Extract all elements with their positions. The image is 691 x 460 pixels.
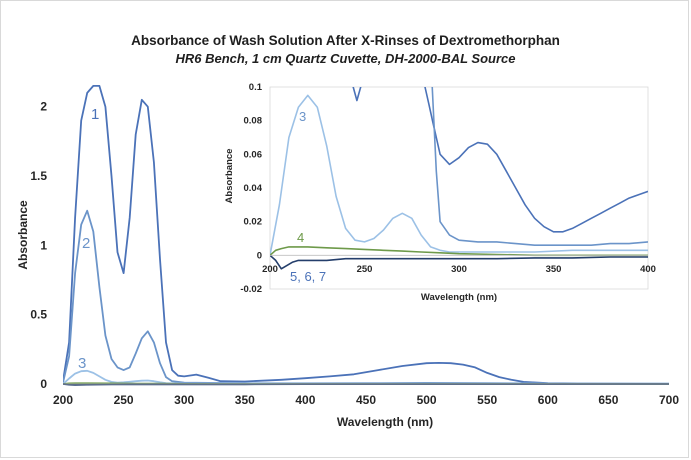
- inset-x-tick-label: 350: [546, 264, 562, 275]
- inset-y-tick-label: 0.06: [244, 149, 263, 160]
- main-y-tick-label: 0: [40, 377, 47, 391]
- inset-x-tick-label: 250: [357, 264, 373, 275]
- main-series-line-1: [63, 85, 669, 385]
- main-axes: 200 250 300 350 400 450 500 550 600 650 700 0 0.5 1 1.…: [30, 100, 679, 407]
- inset-x-tick-label: 300: [451, 264, 467, 275]
- inset-series-line-5: [270, 254, 648, 270]
- inset-chart: 200 250 300 350 400 -0.02 0 0.02 0.04 0.06 0.08 0.1…: [224, 82, 656, 303]
- main-x-tick-label: 450: [356, 393, 376, 407]
- main-y-tick-label: 1.5: [30, 169, 47, 183]
- chart-title: Absorbance of Wash Solution After X-Rins…: [131, 33, 560, 48]
- main-y-tick-label: 0.5: [30, 308, 47, 322]
- main-y-tick-label: 1: [40, 238, 47, 252]
- main-x-tick-label: 650: [598, 393, 618, 407]
- main-x-tick-label: 700: [659, 393, 679, 407]
- inset-y-tick-label: 0.08: [244, 116, 263, 127]
- inset-axes: 200 250 300 350 400 -0.02 0 0.02 0.04 0.06 0.08 0.1: [240, 82, 656, 295]
- inset-y-tick-label: 0: [257, 250, 262, 261]
- inset-series-line-2: [431, 87, 648, 246]
- inset-x-axis-label: Wavelength (nm): [421, 292, 497, 303]
- main-y-tick-label: 2: [40, 100, 47, 114]
- chart-subtitle: HR6 Bench, 1 cm Quartz Cuvette, DH-2000-…: [175, 51, 516, 66]
- inset-y-tick-label: 0.1: [249, 82, 263, 93]
- main-x-tick-label: 400: [295, 393, 315, 407]
- inset-annotation-567: 5, 6, 7: [290, 269, 326, 284]
- main-x-tick-label: 200: [53, 393, 73, 407]
- main-x-tick-label: 500: [417, 393, 437, 407]
- inset-annotation-3: 3: [299, 109, 306, 124]
- inset-y-tick-label: -0.02: [240, 284, 262, 295]
- inset-series-line-1: [352, 87, 648, 233]
- inset-y-axis-label: Absorbance: [224, 149, 235, 204]
- inset-y-tick-label: 0.02: [244, 217, 263, 228]
- main-x-tick-label: 300: [174, 393, 194, 407]
- main-x-tick-label: 600: [538, 393, 558, 407]
- main-y-axis-label: Absorbance: [16, 200, 30, 270]
- main-x-axis-label: Wavelength (nm): [337, 415, 433, 429]
- main-annotation-2: 2: [82, 235, 90, 252]
- main-x-tick-label: 350: [235, 393, 255, 407]
- inset-annotation-4: 4: [297, 230, 304, 245]
- main-x-tick-label: 550: [477, 393, 497, 407]
- inset-series-line-3: [270, 94, 648, 256]
- main-x-tick-label: 250: [114, 393, 134, 407]
- inset-x-tick-label: 400: [640, 264, 656, 275]
- main-annotation-3: 3: [78, 355, 86, 372]
- inset-y-tick-label: 0.04: [244, 183, 263, 194]
- inset-x-tick-label: 200: [262, 264, 278, 275]
- main-annotation-1: 1: [91, 106, 99, 123]
